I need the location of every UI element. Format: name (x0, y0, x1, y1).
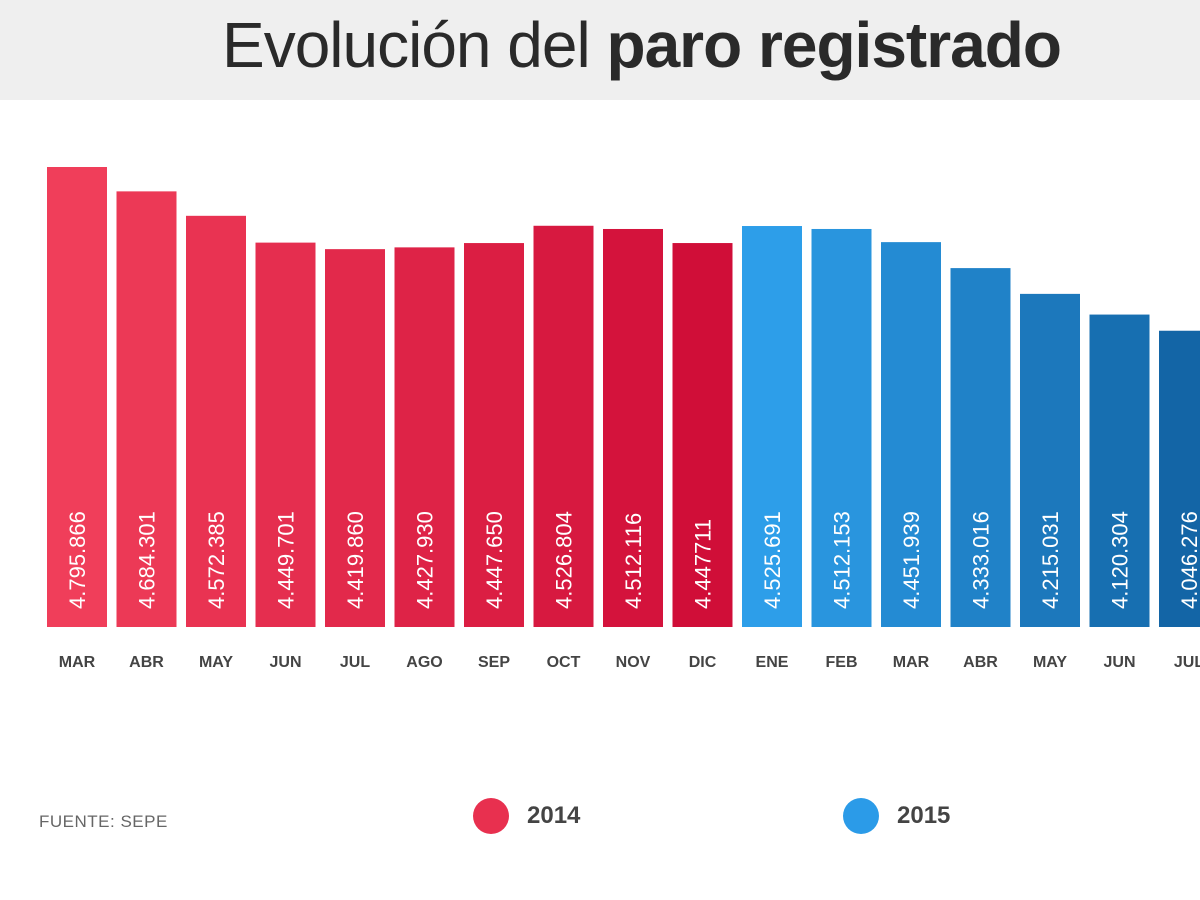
x-tick-label: MAY (199, 654, 233, 671)
bar-jun-2015 (1089, 314, 1150, 627)
data-label: 4.333.016 (969, 511, 994, 609)
legend-dot-2014 (473, 798, 509, 834)
bar-mar-2015 (881, 242, 941, 628)
data-label: 4.572.385 (204, 511, 229, 609)
x-tick-label: MAR (893, 654, 930, 671)
legend-item-2015: 2015 (843, 798, 950, 834)
bar-dic-2014 (672, 243, 733, 627)
x-tick-label: JUN (1103, 654, 1135, 671)
data-label: 4.684.301 (135, 511, 160, 609)
x-tick-label: SEP (478, 654, 510, 671)
bar-nov-2014 (603, 228, 663, 627)
x-tick-label: JUN (269, 654, 301, 671)
data-label: 4.215.031 (1038, 511, 1063, 609)
bar-abr-2015 (950, 268, 1011, 627)
legend-label: 2015 (897, 802, 951, 829)
data-label: 4.526.804 (552, 511, 577, 609)
header: Evolución del paro registrado (0, 0, 1200, 100)
title-regular: Evolución del (222, 9, 591, 81)
bar-ene-2015 (742, 226, 802, 627)
bar-jun-2014 (255, 242, 316, 627)
title-bold: paro registrado (606, 9, 1061, 81)
x-tick-label: ENE (756, 654, 789, 671)
bar-abr-2014 (116, 191, 177, 627)
data-label: 4.449.701 (274, 511, 299, 609)
bar-may-2015 (1020, 293, 1080, 627)
data-label: 4.525.691 (760, 511, 785, 609)
x-tick-label: NOV (616, 654, 651, 671)
bar-sep-2014 (464, 243, 524, 627)
data-label: 4.120.304 (1108, 511, 1133, 609)
data-label: 4.447.650 (482, 511, 507, 609)
bar-jul-2015 (1159, 330, 1200, 627)
data-label: 4.427.930 (413, 511, 438, 609)
x-tick-label: MAY (1033, 654, 1067, 671)
bar-oct-2014 (533, 225, 594, 627)
x-tick-label: OCT (547, 654, 581, 671)
x-tick-label: AGO (406, 654, 442, 671)
legend-item-2014: 2014 (473, 798, 580, 834)
legend-dot-2015 (843, 798, 879, 834)
x-tick-label: ABR (963, 654, 998, 671)
bar-may-2014 (186, 215, 246, 627)
x-tick-label: JUL (340, 654, 370, 671)
data-label: 4.512.116 (621, 513, 646, 609)
data-label: 4.447711 (691, 519, 716, 609)
bar-feb-2015 (811, 228, 872, 627)
bar-ago-2014 (394, 247, 455, 627)
data-label: 4.046.276 (1177, 511, 1200, 609)
bar-jul-2014 (325, 249, 385, 627)
source-note: FUENTE: SEPE (39, 812, 168, 831)
x-tick-label: MAR (59, 654, 96, 671)
legend-label: 2014 (527, 802, 581, 829)
data-label: 4.795.866 (65, 511, 90, 609)
chart-title: Evolución del paro registrado (222, 8, 1062, 82)
x-tick-label: DIC (689, 654, 717, 671)
data-label: 4.451.939 (899, 511, 924, 609)
data-label: 4.419.860 (343, 511, 368, 609)
x-tick-label: JUL (1174, 654, 1200, 671)
bar-mar-2014 (47, 167, 107, 627)
x-tick-label: ABR (129, 654, 164, 671)
x-tick-label: FEB (826, 654, 858, 671)
data-label: 4.512.153 (830, 511, 855, 609)
